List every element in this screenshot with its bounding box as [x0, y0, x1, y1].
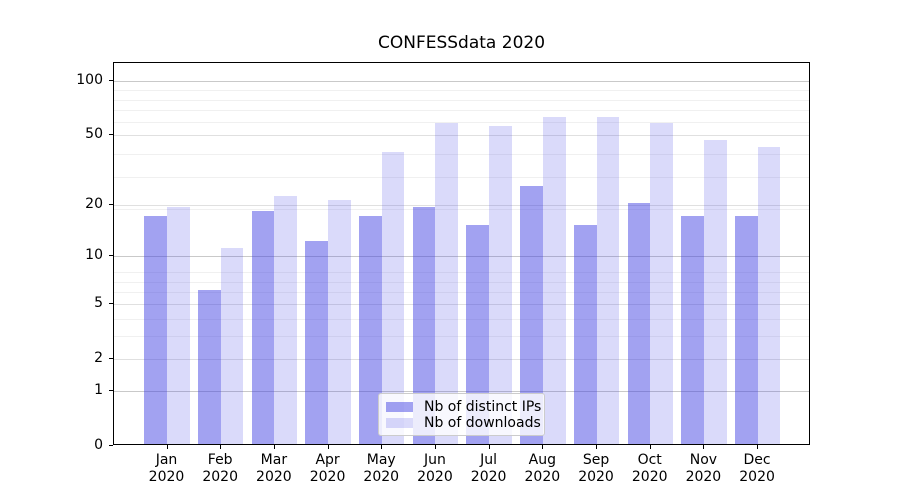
x-tick-mark [166, 445, 168, 449]
x-tick-label-apr: Apr 2020 [309, 452, 346, 485]
gridline-major-10 [114, 256, 809, 258]
bar-downloads-aug [542, 116, 566, 444]
x-tick-label-dec: Dec 2020 [739, 452, 775, 485]
x-tick-label-jun: Jun 2020 [417, 452, 453, 485]
gridline-minor-59 [114, 122, 809, 124]
y-tick-label-0: 0 [94, 437, 103, 453]
gridline-minor-8 [114, 272, 809, 274]
x-tick-mark [649, 445, 651, 449]
y-tick-label-50: 50 [85, 126, 103, 143]
bar-downloads-feb [220, 247, 244, 444]
bar-distinct-ips-oct [627, 203, 651, 444]
x-tick-label-oct: Oct 2020 [631, 452, 668, 485]
bar-downloads-sep [596, 116, 620, 444]
bar-distinct-ips-jun [412, 207, 436, 444]
bar-downloads-apr [328, 199, 351, 444]
bar-distinct-ips-may [359, 215, 382, 444]
legend-swatch-distinct-ips [386, 402, 413, 412]
y-tick-label-2: 2 [94, 350, 103, 367]
y-tick-label-5: 5 [94, 295, 103, 312]
y-tick-mark [109, 134, 113, 136]
y-tick-mark [109, 390, 113, 392]
x-tick-label-jul: Jul 2020 [470, 452, 507, 485]
bar-downloads-may [381, 152, 405, 444]
gridline-minor-89 [114, 90, 809, 92]
y-tick-label-100: 100 [76, 72, 103, 89]
y-tick-label-10: 10 [85, 247, 103, 264]
y-tick-mark [109, 303, 113, 305]
y-tick-mark [109, 358, 113, 360]
bar-distinct-ips-mar [251, 211, 275, 444]
bar-downloads-mar [274, 196, 298, 444]
bar-distinct-ips-dec [734, 215, 758, 444]
gridline-minor-7 [114, 281, 809, 283]
bar-distinct-ips-jul [466, 224, 490, 444]
gridline-minor-6 [114, 292, 809, 294]
x-tick-label-jan: Jan 2020 [148, 452, 185, 485]
bar-downloads-oct [650, 123, 673, 444]
x-tick-mark [488, 445, 490, 449]
chart-title: CONFESSdata 2020 [377, 33, 546, 53]
bar-distinct-ips-feb [197, 290, 221, 444]
legend-label-downloads: Nb of downloads [424, 414, 541, 431]
legend-swatch-downloads [386, 418, 413, 428]
bar-downloads-nov [703, 139, 727, 444]
bar-distinct-ips-aug [520, 186, 543, 444]
legend-label-distinct-ips: Nb of distinct IPs [424, 398, 542, 415]
gridline-minor-79 [114, 99, 809, 101]
x-tick-label-may: May 2020 [363, 452, 400, 485]
gridline-major-100 [114, 81, 809, 83]
y-tick-mark [109, 255, 113, 257]
y-tick-label-1: 1 [94, 382, 103, 399]
gridline-mid-2 [114, 359, 809, 361]
legend-item-distinct-ips: Nb of distinct IPs [386, 399, 541, 415]
bar-downloads-jun [435, 123, 459, 444]
x-tick-mark [542, 445, 544, 449]
bar-distinct-ips-sep [573, 224, 597, 444]
x-tick-mark [596, 445, 598, 449]
x-tick-label-mar: Mar 2020 [256, 452, 292, 485]
gridline-minor-69 [114, 110, 809, 112]
gridlines-layer [114, 63, 809, 444]
y-tick-label-20: 20 [85, 196, 103, 213]
bar-distinct-ips-jan [144, 215, 167, 444]
x-tick-label-nov: Nov 2020 [685, 452, 722, 485]
x-tick-mark [703, 445, 705, 449]
x-tick-label-feb: Feb 2020 [202, 452, 238, 485]
gridline-minor-3 [114, 336, 809, 338]
gridline-minor-4 [114, 318, 809, 320]
gridline-mid-5 [114, 304, 809, 306]
bar-distinct-ips-nov [681, 215, 704, 444]
bar-downloads-jul [489, 125, 512, 444]
x-tick-mark [327, 445, 329, 449]
gridline-major-1 [114, 391, 809, 393]
bars-layer [114, 63, 809, 444]
gridline-minor-39 [114, 154, 809, 156]
x-tick-mark [273, 445, 275, 449]
y-tick-mark [109, 80, 113, 82]
gridline-mid-20 [114, 205, 809, 207]
x-tick-label-aug: Aug 2020 [524, 452, 561, 485]
x-tick-label-sep: Sep 2020 [578, 452, 614, 485]
gridline-minor-19 [114, 209, 809, 211]
x-tick-mark [434, 445, 436, 449]
plot-area [113, 62, 810, 445]
bar-distinct-ips-apr [305, 241, 329, 444]
x-tick-mark [220, 445, 222, 449]
legend: Nb of distinct IPs Nb of downloads [378, 393, 545, 436]
x-tick-mark [757, 445, 759, 449]
gridline-minor-29 [114, 177, 809, 179]
bar-downloads-jan [167, 207, 190, 444]
x-tick-mark [381, 445, 383, 449]
legend-item-downloads: Nb of downloads [386, 415, 541, 431]
y-tick-mark [109, 445, 113, 446]
gridline-mid-50 [114, 135, 809, 137]
y-tick-mark [109, 204, 113, 206]
bar-downloads-dec [757, 146, 781, 444]
